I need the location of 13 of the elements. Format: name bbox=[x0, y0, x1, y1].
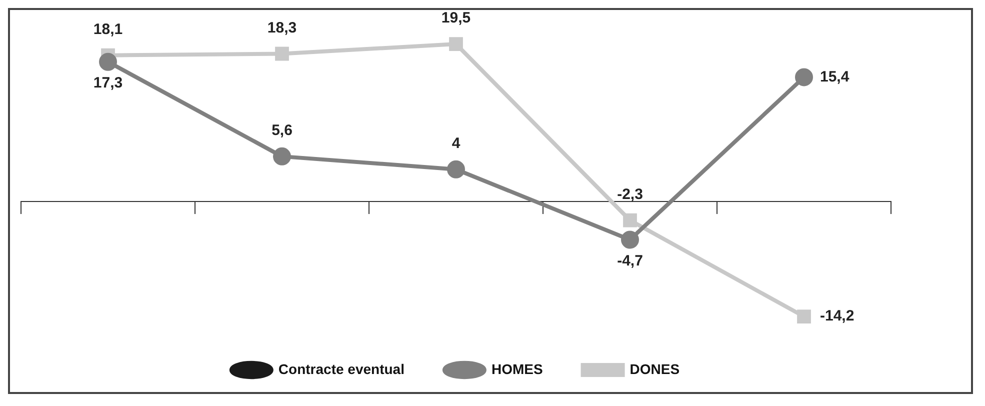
data-label: 19,5 bbox=[441, 10, 471, 27]
data-label: 15,4 bbox=[820, 68, 850, 86]
data-label: -4,7 bbox=[617, 252, 643, 270]
data-label: 18,3 bbox=[267, 19, 297, 36]
data-label: -2,3 bbox=[617, 186, 643, 203]
legend-label: HOMES bbox=[491, 360, 543, 377]
data-label: 4 bbox=[452, 135, 461, 152]
data-label: 18,1 bbox=[93, 21, 123, 38]
data-label: 5,6 bbox=[272, 122, 292, 140]
legend-label: DONES bbox=[630, 360, 680, 377]
data-label: 17,3 bbox=[93, 74, 123, 92]
legend-label: Contracte eventual bbox=[278, 360, 404, 377]
data-label: -14,2 bbox=[820, 308, 854, 325]
